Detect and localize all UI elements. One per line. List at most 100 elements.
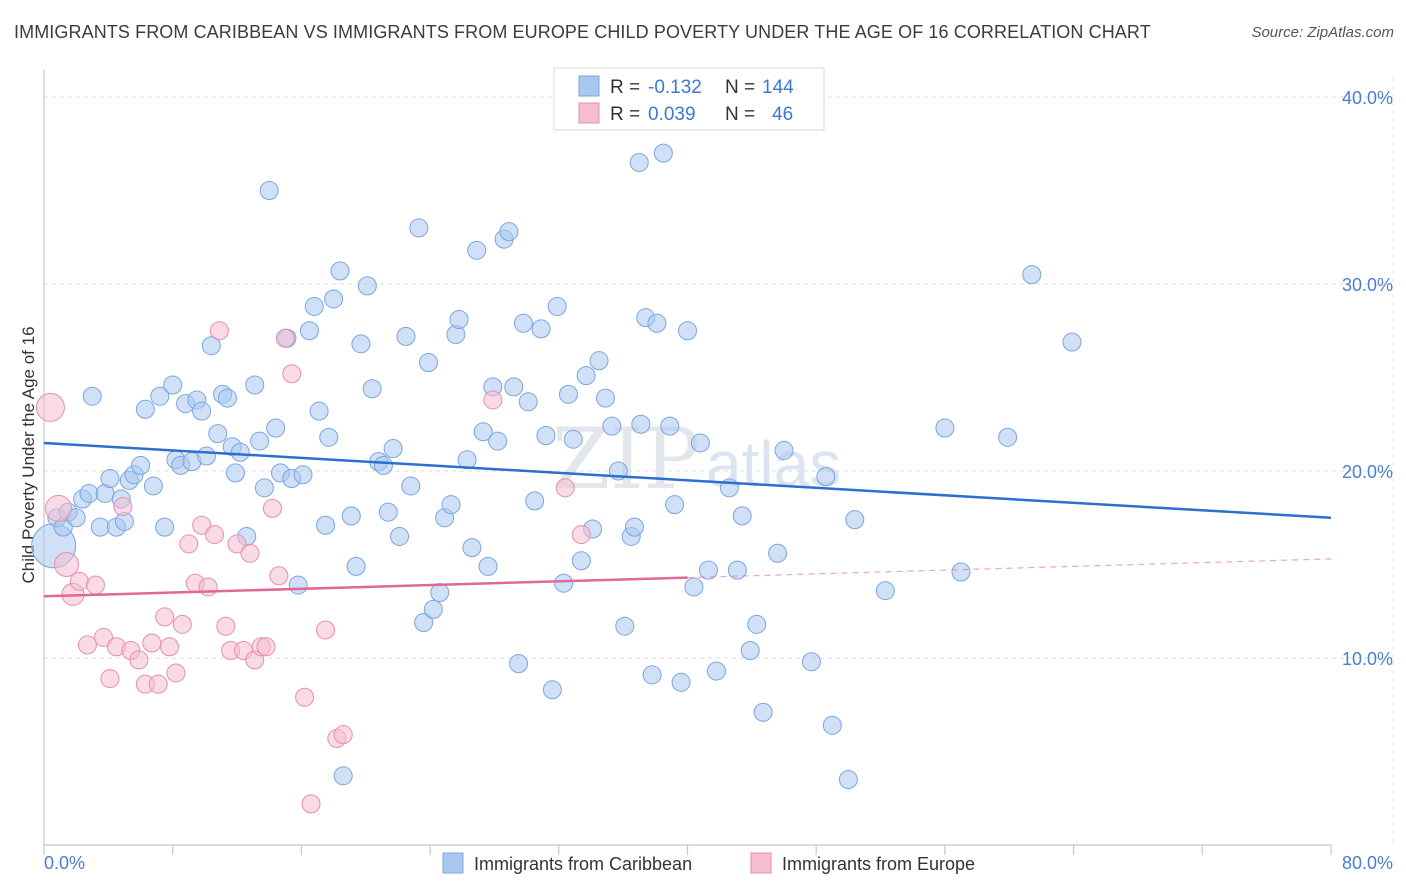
point-caribbean-46 xyxy=(293,465,313,485)
point-caribbean-20 xyxy=(155,517,175,537)
point-caribbean-30 xyxy=(208,424,228,444)
legend-swatch-europe xyxy=(578,102,600,124)
point-caribbean-34 xyxy=(225,463,245,483)
point-europe-38 xyxy=(295,687,315,707)
point-caribbean-55 xyxy=(341,506,361,526)
point-caribbean-92 xyxy=(542,680,562,700)
point-europe-22 xyxy=(192,515,212,535)
point-europe-10 xyxy=(113,497,133,517)
point-caribbean-45 xyxy=(288,575,308,595)
point-caribbean-54 xyxy=(333,766,353,786)
point-europe-23 xyxy=(198,577,218,597)
point-caribbean-40 xyxy=(259,181,279,200)
point-caribbean-124 xyxy=(747,614,767,634)
bottom-legend-swatch-europe[interactable] xyxy=(750,852,772,874)
point-caribbean-117 xyxy=(690,433,710,453)
point-caribbean-7 xyxy=(82,386,102,406)
point-caribbean-87 xyxy=(513,313,533,333)
point-caribbean-73 xyxy=(441,495,461,515)
point-europe-34 xyxy=(262,498,282,518)
point-caribbean-91 xyxy=(536,425,556,445)
point-caribbean-131 xyxy=(838,770,858,790)
point-europe-8 xyxy=(100,669,120,689)
point-caribbean-125 xyxy=(753,702,773,722)
point-europe-2 xyxy=(54,552,80,577)
point-caribbean-41 xyxy=(266,418,286,438)
point-caribbean-18 xyxy=(143,476,163,496)
point-europe-39 xyxy=(301,794,321,814)
point-europe-26 xyxy=(216,616,236,636)
point-caribbean-97 xyxy=(571,551,591,571)
chart-source: Source: ZipAtlas.com xyxy=(1251,24,1394,41)
point-caribbean-111 xyxy=(653,143,673,163)
point-europe-44 xyxy=(555,478,575,498)
point-caribbean-123 xyxy=(740,641,760,661)
point-caribbean-71 xyxy=(430,583,450,603)
y-tick-label-0: 10.0% xyxy=(1342,649,1393,669)
bottom-legend[interactable]: Immigrants from Caribbean Immigrants fro… xyxy=(442,852,975,874)
bottom-legend-label-europe[interactable]: Immigrants from Europe xyxy=(782,854,975,874)
legend: R = -0.132 N = 144 R = 0.039 N = 46 xyxy=(553,67,825,131)
legend-n-label-caribbean: N = xyxy=(725,77,755,98)
point-caribbean-114 xyxy=(671,672,691,692)
point-caribbean-6 xyxy=(79,483,99,503)
point-europe-18 xyxy=(166,663,186,683)
point-caribbean-10 xyxy=(100,468,120,488)
point-europe-24 xyxy=(205,525,225,545)
point-caribbean-48 xyxy=(304,296,324,316)
point-caribbean-80 xyxy=(478,556,498,576)
point-caribbean-29 xyxy=(201,336,221,356)
legend-n-value-caribbean: 144 xyxy=(762,77,794,98)
y-axis-label: Child Poverty Under the Age of 16 xyxy=(19,326,38,583)
point-caribbean-118 xyxy=(698,560,718,580)
point-europe-36 xyxy=(275,328,295,348)
point-europe-40 xyxy=(316,620,336,640)
point-caribbean-53 xyxy=(330,261,350,281)
point-caribbean-94 xyxy=(554,573,574,593)
y-tick-label-2: 30.0% xyxy=(1342,275,1393,295)
legend-r-value-caribbean: -0.132 xyxy=(648,77,702,98)
point-caribbean-139 xyxy=(629,152,649,172)
trend-line-caribbean xyxy=(43,441,1332,519)
y-tick-label-3: 40.0% xyxy=(1342,88,1393,108)
point-caribbean-8 xyxy=(90,517,110,537)
point-europe-16 xyxy=(155,607,175,627)
legend-n-value-europe: 46 xyxy=(772,104,793,125)
point-caribbean-138 xyxy=(951,562,971,582)
point-europe-4 xyxy=(69,571,89,591)
point-caribbean-135 xyxy=(998,427,1018,447)
point-caribbean-67 xyxy=(409,218,429,238)
point-caribbean-88 xyxy=(518,392,538,412)
point-caribbean-84 xyxy=(499,222,519,242)
point-europe-7 xyxy=(94,627,114,647)
legend-r-label-europe: R = xyxy=(610,104,640,125)
point-caribbean-133 xyxy=(875,581,895,601)
point-caribbean-68 xyxy=(414,612,434,632)
point-caribbean-101 xyxy=(595,388,615,408)
point-caribbean-112 xyxy=(660,416,680,436)
point-caribbean-38 xyxy=(250,431,270,451)
bottom-legend-swatch-caribbean[interactable] xyxy=(442,852,464,874)
axes xyxy=(43,70,1332,855)
point-caribbean-115 xyxy=(678,321,697,341)
point-caribbean-62 xyxy=(378,502,398,522)
point-europe-5 xyxy=(77,635,97,655)
point-caribbean-116 xyxy=(684,577,704,597)
point-caribbean-134 xyxy=(935,418,955,438)
legend-swatch-caribbean xyxy=(578,75,600,97)
point-caribbean-119 xyxy=(706,661,726,681)
point-caribbean-59 xyxy=(362,379,382,399)
point-caribbean-32 xyxy=(217,388,237,408)
point-caribbean-65 xyxy=(396,326,416,346)
y-tick-labels: 10.0% 20.0% 30.0% 40.0% xyxy=(1342,88,1393,669)
point-caribbean-37 xyxy=(245,375,265,395)
point-caribbean-50 xyxy=(316,515,336,535)
point-europe-33 xyxy=(256,637,276,657)
point-caribbean-122 xyxy=(732,506,752,526)
point-caribbean-128 xyxy=(801,652,821,672)
point-caribbean-69 xyxy=(418,353,438,373)
point-europe-20 xyxy=(179,534,199,554)
bottom-legend-label-caribbean[interactable]: Immigrants from Caribbean xyxy=(474,854,692,874)
point-caribbean-16 xyxy=(131,455,151,475)
point-caribbean-137 xyxy=(1062,332,1082,352)
